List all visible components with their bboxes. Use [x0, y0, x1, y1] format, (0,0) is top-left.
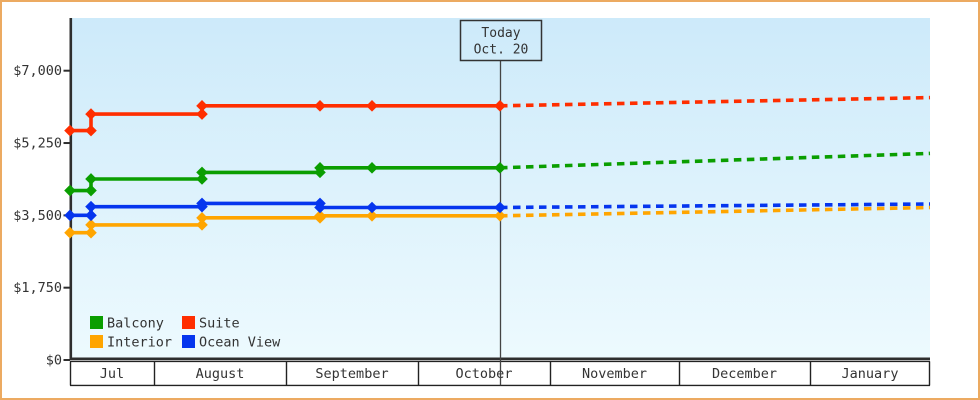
series-interior-marker: [85, 226, 97, 239]
legend-label-balcony: Balcony: [107, 316, 164, 332]
month-label: January: [842, 366, 899, 382]
y-axis-label: $3,500: [13, 208, 62, 224]
series-suite-marker: [366, 100, 378, 112]
series-suite-marker: [196, 100, 208, 112]
legend-swatch-interior: [90, 335, 103, 348]
month-label: Jul: [100, 366, 124, 382]
today-annotation-box: [459, 19, 543, 62]
month-label: November: [582, 366, 647, 382]
series-interior-marker: [196, 219, 208, 231]
series-suite-projection: [499, 95, 931, 108]
series-ocean-view-marker: [314, 201, 326, 214]
series-suite-marker: [64, 124, 76, 137]
series-suite-marker: [85, 108, 97, 120]
series-interior-marker: [494, 209, 506, 222]
series-balcony-marker: [64, 184, 76, 197]
series-suite-marker: [314, 100, 326, 112]
series-balcony-marker: [196, 166, 208, 179]
y-axis-label: $7,000: [13, 63, 62, 79]
month-label: December: [712, 366, 777, 382]
series-balcony-marker: [196, 173, 208, 185]
series-interior-marker: [366, 209, 378, 222]
month-label: August: [196, 366, 245, 382]
series-interior-marker: [64, 226, 76, 239]
series-ocean-view-marker: [64, 209, 76, 222]
series-balcony-projection: [499, 151, 931, 170]
series-balcony-marker: [494, 162, 506, 174]
legend-label-ocean-view: Ocean View: [199, 335, 281, 351]
today-annotation-line2: Oct. 20: [474, 43, 529, 58]
series-balcony-marker: [85, 173, 97, 185]
series-balcony-marker: [85, 184, 97, 197]
series-ocean-view-marker: [85, 200, 97, 213]
month-label: October: [456, 366, 513, 382]
legend-swatch-suite: [182, 316, 195, 329]
series-ocean-view-marker: [196, 197, 208, 210]
legend-swatch-ocean-view: [182, 335, 195, 348]
series-interior-marker: [196, 212, 208, 224]
series-interior-projection: [499, 205, 931, 218]
series-balcony-marker: [366, 162, 378, 174]
series-suite-marker: [494, 100, 506, 112]
series-interior-marker: [314, 209, 326, 222]
today-annotation-line1: Today: [481, 26, 520, 41]
series-ocean-view-marker: [494, 201, 506, 214]
month-label: September: [315, 366, 388, 382]
series-suite-marker: [85, 124, 97, 137]
legend-label-suite: Suite: [199, 316, 240, 332]
legend-swatch-balcony: [90, 316, 103, 329]
series-ocean-view-marker: [366, 201, 378, 214]
y-axis-label: $1,750: [13, 280, 62, 296]
y-axis-label: $0: [46, 353, 62, 369]
series-ocean-view-projection: [499, 202, 931, 210]
series-suite-marker: [196, 108, 208, 120]
series-interior-marker: [85, 219, 97, 231]
series-ocean-view-marker: [85, 209, 97, 222]
legend-label-interior: Interior: [107, 335, 172, 351]
series-balcony-marker: [314, 162, 326, 174]
y-axis-label: $5,250: [13, 136, 62, 152]
